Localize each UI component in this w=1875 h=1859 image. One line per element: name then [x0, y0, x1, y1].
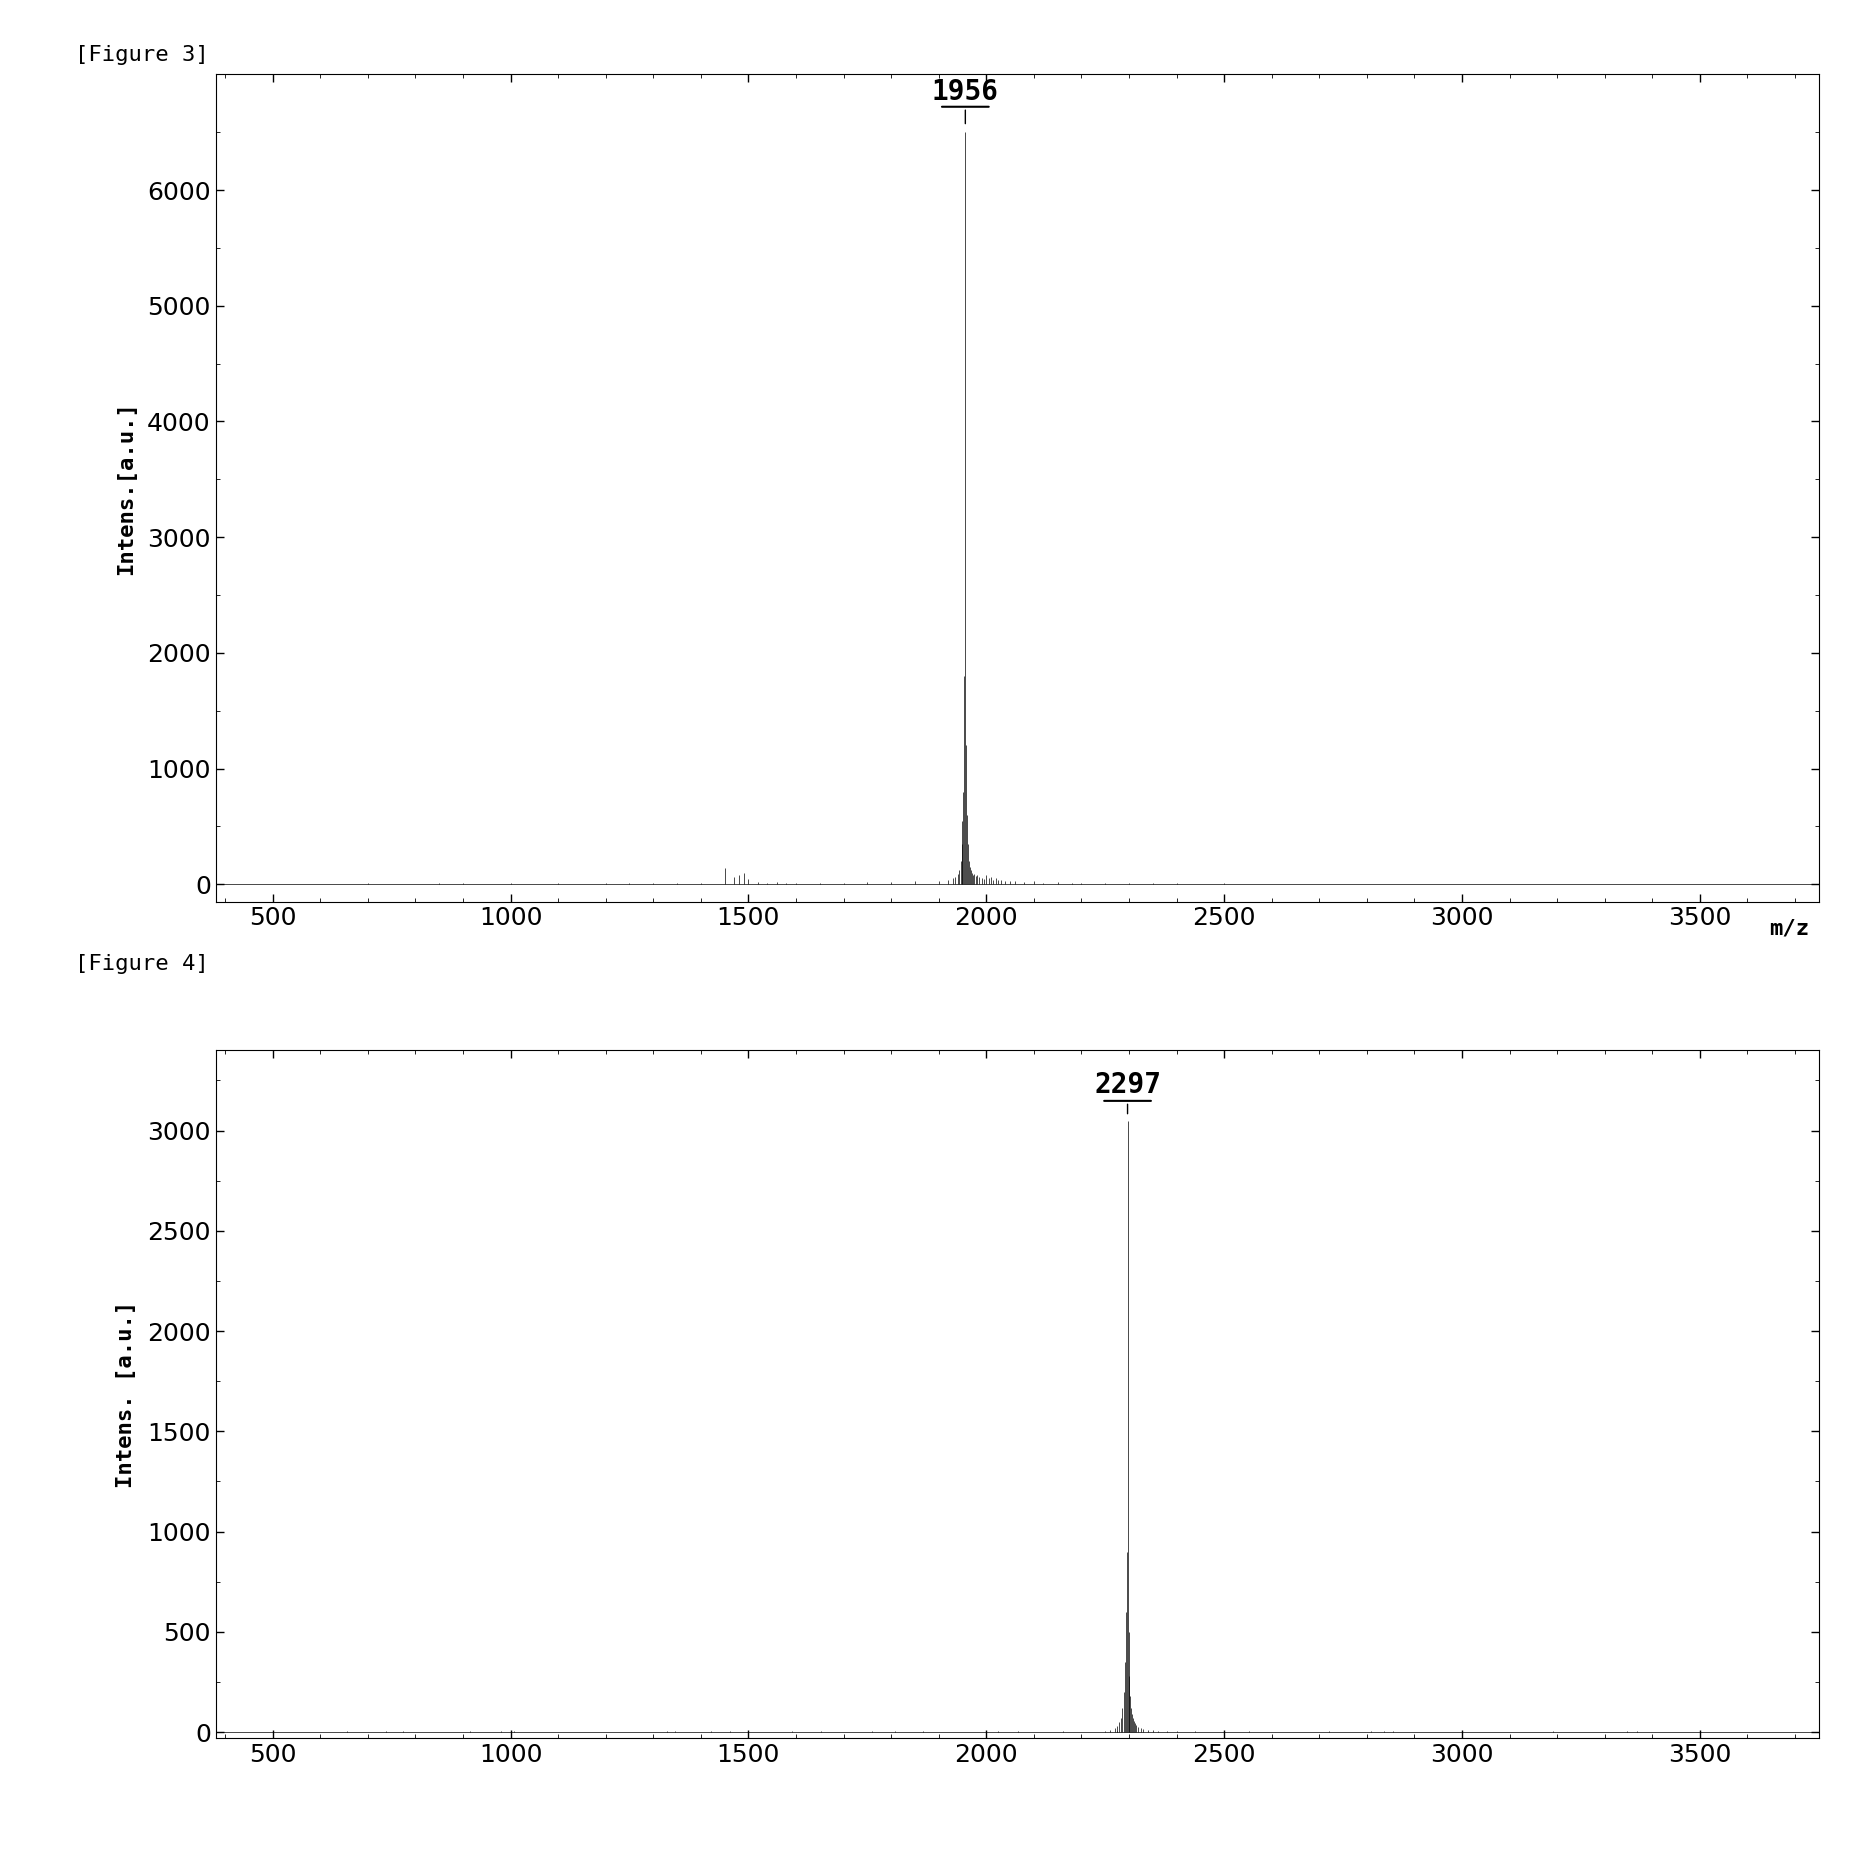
Text: 1956: 1956	[932, 78, 999, 106]
Text: [Figure 4]: [Figure 4]	[75, 954, 208, 974]
Text: m/z: m/z	[1770, 918, 1809, 939]
Text: [Figure 3]: [Figure 3]	[75, 45, 208, 65]
Y-axis label: Intens.[a.u.]: Intens.[a.u.]	[116, 402, 137, 574]
Y-axis label: Intens. [a.u.]: Intens. [a.u.]	[116, 1301, 137, 1487]
Text: 2297: 2297	[1093, 1071, 1161, 1099]
